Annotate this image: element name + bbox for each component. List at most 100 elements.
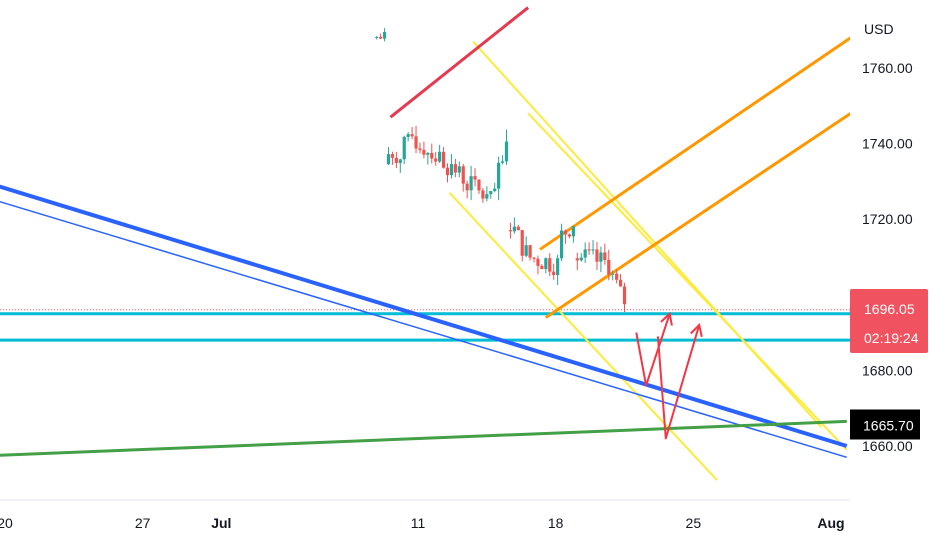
time-tick-label: 27 bbox=[135, 515, 151, 531]
candle-body bbox=[379, 36, 383, 39]
price-tick-label: 1680.00 bbox=[862, 362, 913, 378]
projection-path-0 bbox=[635, 313, 671, 387]
blue-trend-thin bbox=[0, 200, 847, 459]
candle-body bbox=[390, 154, 395, 158]
candle-body bbox=[477, 179, 481, 191]
candle-body bbox=[524, 245, 528, 256]
candle-body bbox=[575, 258, 579, 261]
candle-body bbox=[583, 249, 587, 258]
last-price-tag: 1696.05 02:19:24 bbox=[850, 289, 928, 353]
red-channel-top bbox=[389, 6, 530, 119]
price-tick-label: 1660.00 bbox=[862, 438, 913, 454]
candle-body bbox=[587, 249, 591, 251]
green-trend bbox=[0, 419, 847, 457]
marker-price-value: 1665.70 bbox=[863, 418, 914, 434]
orange-channel-line-1 bbox=[544, 112, 852, 319]
candle-body bbox=[422, 149, 426, 155]
last-price-value: 1696.05 bbox=[864, 301, 915, 317]
candle-body bbox=[603, 252, 607, 261]
candle-body bbox=[591, 249, 595, 251]
candle-body bbox=[434, 158, 438, 162]
time-tick-label: 18 bbox=[548, 515, 564, 531]
candle-body bbox=[398, 159, 402, 163]
candle-body bbox=[375, 36, 379, 38]
candle-body bbox=[559, 230, 564, 259]
candle-body bbox=[508, 230, 513, 232]
candle-body bbox=[544, 258, 548, 270]
candle-body bbox=[445, 167, 450, 176]
candle-body bbox=[426, 152, 430, 155]
candle-body bbox=[520, 230, 524, 256]
price-tick-label: 1760.00 bbox=[862, 60, 913, 76]
projection-arrowhead-0 bbox=[660, 311, 673, 326]
last-price-countdown: 02:19:24 bbox=[864, 330, 919, 346]
candle-body bbox=[556, 258, 560, 276]
candle-body bbox=[552, 271, 556, 276]
candle-body bbox=[386, 154, 391, 165]
candle-body bbox=[465, 183, 469, 191]
candle-body bbox=[493, 188, 497, 192]
blue-trend-thick bbox=[0, 184, 848, 448]
candle-body bbox=[441, 151, 446, 168]
time-tick-label: 20 bbox=[0, 515, 13, 531]
time-tick-label: 11 bbox=[411, 515, 426, 531]
candle-body bbox=[414, 136, 418, 149]
overlay-layer bbox=[635, 311, 703, 440]
candle-body bbox=[489, 191, 493, 195]
candle-body bbox=[579, 257, 583, 261]
candle-body bbox=[382, 32, 387, 39]
candle-body bbox=[611, 273, 615, 275]
candle-body bbox=[457, 166, 461, 173]
orange-channel-line-0 bbox=[539, 36, 852, 251]
candle-body bbox=[485, 194, 489, 199]
projection-path-1 bbox=[656, 324, 701, 440]
candle-body bbox=[532, 257, 536, 259]
candle-body bbox=[504, 141, 509, 162]
time-axis-bg[interactable] bbox=[0, 500, 932, 550]
currency-label: USD bbox=[864, 21, 894, 37]
marker-price-tag: 1665.70 bbox=[850, 409, 920, 440]
yellow-channel-line-1 bbox=[448, 192, 718, 481]
candle-body bbox=[438, 151, 442, 162]
candle-body bbox=[430, 152, 434, 159]
candle-body bbox=[567, 234, 572, 237]
candle-body bbox=[536, 258, 540, 266]
candle-body bbox=[607, 260, 611, 275]
candle-body bbox=[497, 162, 501, 189]
candle-body bbox=[500, 161, 505, 163]
candle-body bbox=[599, 252, 603, 262]
candle-body bbox=[453, 164, 457, 173]
candle-body bbox=[418, 148, 422, 150]
candle-body bbox=[615, 273, 619, 280]
time-tick-label: 25 bbox=[686, 515, 702, 531]
candles-layer bbox=[375, 28, 627, 313]
candle-body bbox=[540, 265, 544, 270]
candle-body bbox=[563, 230, 568, 235]
price-tick-label: 1740.00 bbox=[862, 136, 913, 152]
yellow-channel-line-2 bbox=[527, 112, 848, 451]
candle-body bbox=[528, 245, 532, 258]
candle-body bbox=[469, 176, 473, 191]
candle-body bbox=[618, 279, 623, 287]
candle-body bbox=[512, 226, 516, 232]
price-tick-label: 1720.00 bbox=[862, 211, 913, 227]
time-axis-ticks: 20 27 Jul 11 18 25 Aug bbox=[0, 515, 845, 531]
candle-body bbox=[481, 190, 485, 199]
candle-body bbox=[461, 166, 465, 184]
candle-body bbox=[548, 258, 552, 272]
time-tick-label: Jul bbox=[211, 515, 231, 531]
drawings-layer bbox=[0, 6, 852, 481]
candle-body bbox=[473, 176, 477, 180]
candle-body bbox=[394, 157, 398, 163]
candle-body bbox=[449, 164, 454, 176]
candle-body bbox=[622, 286, 627, 305]
candle-body bbox=[402, 136, 406, 160]
yellow-channel-line-0 bbox=[472, 40, 822, 428]
projection-arrowhead-1 bbox=[689, 323, 703, 338]
candle-body bbox=[410, 134, 414, 137]
time-tick-label: Aug bbox=[817, 515, 844, 531]
candle-body bbox=[516, 226, 520, 231]
candle-body bbox=[571, 226, 575, 237]
candle-body bbox=[595, 249, 599, 262]
